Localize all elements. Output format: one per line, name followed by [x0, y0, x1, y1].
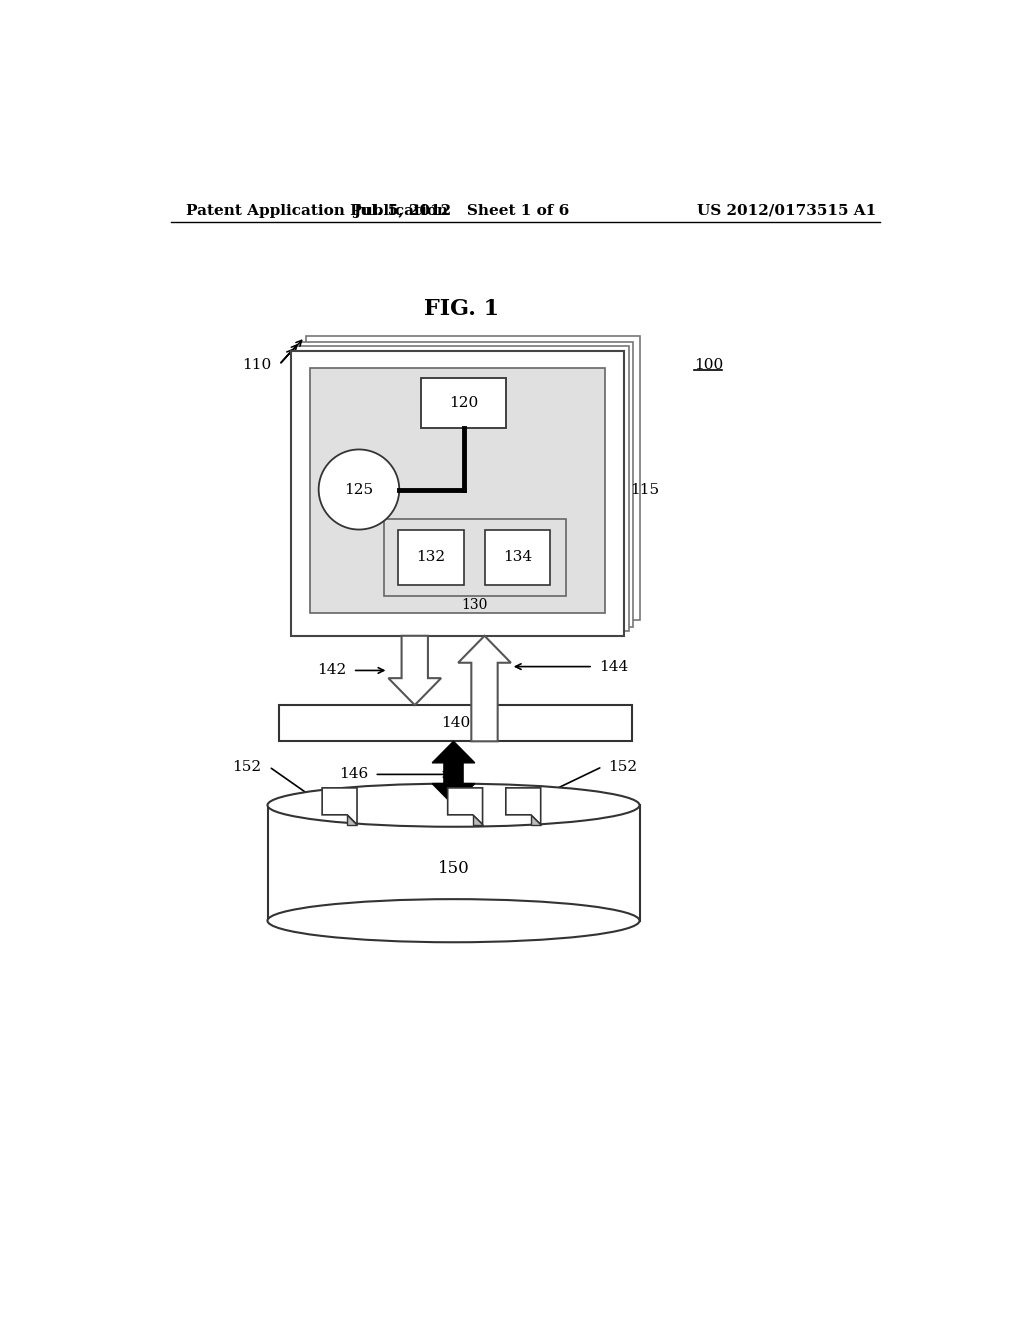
Bar [310, 368, 604, 612]
Text: 110: 110 [242, 358, 271, 372]
Polygon shape [388, 636, 441, 705]
Ellipse shape [267, 784, 640, 826]
Bar [280, 705, 632, 742]
Polygon shape [323, 788, 357, 825]
Bar [484, 529, 550, 585]
Polygon shape [432, 742, 475, 805]
Bar [421, 378, 506, 428]
Polygon shape [506, 788, 541, 825]
Text: 142: 142 [317, 664, 346, 677]
Bar [300, 342, 633, 627]
Text: 100: 100 [693, 358, 723, 372]
Bar [397, 529, 464, 585]
Text: 146: 146 [339, 767, 369, 781]
Polygon shape [447, 788, 482, 825]
Text: 115: 115 [630, 483, 659, 496]
Text: 130: 130 [462, 598, 488, 612]
Polygon shape [473, 814, 482, 825]
Text: 150: 150 [437, 861, 469, 878]
Bar [295, 346, 629, 631]
Text: 152: 152 [608, 760, 638, 774]
Bar [384, 519, 566, 595]
Text: US 2012/0173515 A1: US 2012/0173515 A1 [697, 203, 877, 218]
Ellipse shape [267, 899, 640, 942]
Text: Patent Application Publication: Patent Application Publication [186, 203, 449, 218]
Text: 134: 134 [503, 550, 532, 564]
Text: 152: 152 [232, 760, 261, 774]
Polygon shape [347, 814, 357, 825]
Text: 132: 132 [416, 550, 445, 564]
Text: FIG. 1: FIG. 1 [424, 297, 499, 319]
Polygon shape [530, 814, 541, 825]
Circle shape [318, 449, 399, 529]
Bar [267, 805, 640, 921]
Text: 144: 144 [599, 660, 629, 673]
Bar [291, 351, 624, 636]
Polygon shape [458, 636, 511, 742]
Text: 125: 125 [344, 483, 374, 496]
Text: 140: 140 [440, 717, 470, 730]
Text: 120: 120 [449, 396, 478, 411]
Bar [306, 335, 640, 620]
Text: Jul. 5, 2012   Sheet 1 of 6: Jul. 5, 2012 Sheet 1 of 6 [353, 203, 569, 218]
